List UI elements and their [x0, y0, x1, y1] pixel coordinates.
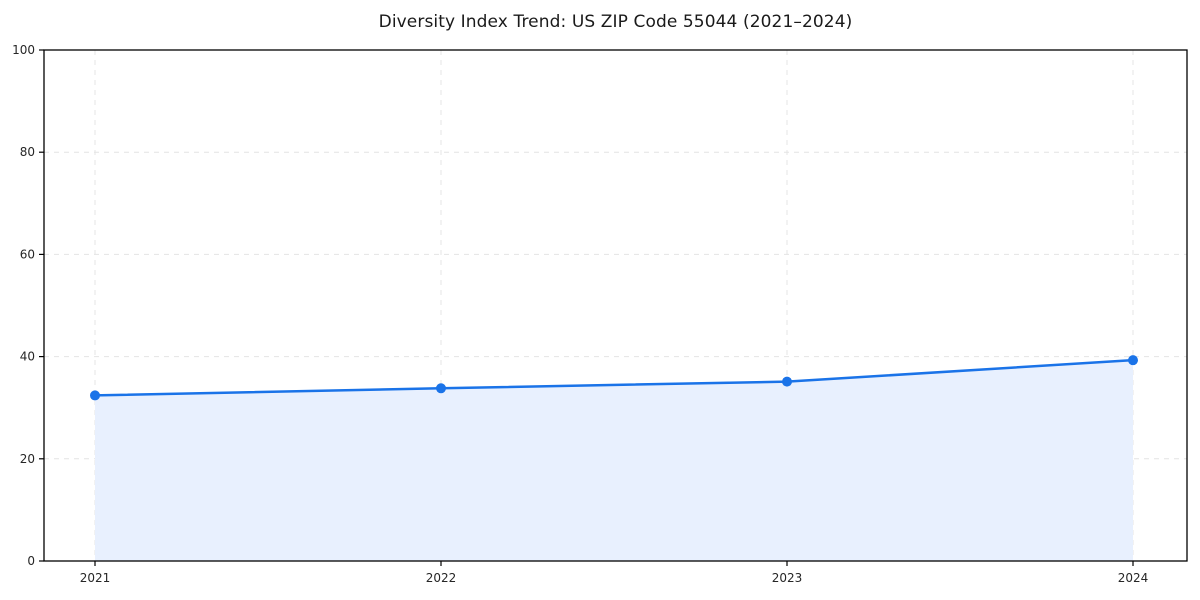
- y-tick-label: 40: [20, 350, 35, 364]
- chart-title: Diversity Index Trend: US ZIP Code 55044…: [378, 12, 853, 32]
- data-point: [90, 390, 100, 401]
- data-point: [436, 383, 446, 394]
- x-tick-label: 2024: [1118, 571, 1149, 585]
- y-tick-label: 0: [27, 554, 35, 568]
- plot-border: [43, 49, 1188, 562]
- y-tick-label: 20: [20, 452, 35, 466]
- y-tick-label: 60: [20, 247, 35, 261]
- x-tick-label: 2023: [772, 571, 803, 585]
- x-tick-label: 2021: [80, 571, 111, 585]
- trend-line: [93, 358, 1135, 397]
- data-point: [782, 376, 792, 387]
- y-tick-label: 100: [12, 43, 35, 57]
- x-tick-label: 2022: [426, 571, 457, 585]
- area-fill: [95, 360, 1133, 561]
- data-point: [1128, 355, 1138, 366]
- y-tick-label: 80: [20, 145, 35, 159]
